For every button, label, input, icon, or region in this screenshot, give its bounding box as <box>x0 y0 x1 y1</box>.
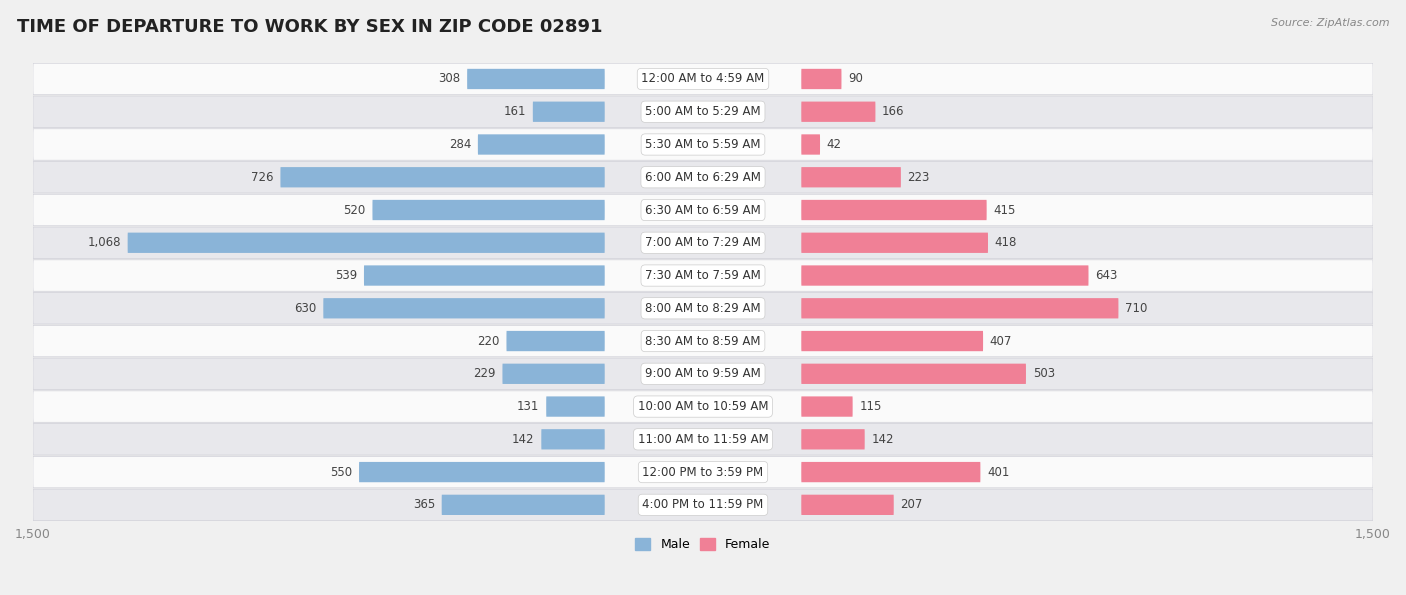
Text: 42: 42 <box>827 138 842 151</box>
Text: 4:00 PM to 11:59 PM: 4:00 PM to 11:59 PM <box>643 499 763 511</box>
Text: 10:00 AM to 10:59 AM: 10:00 AM to 10:59 AM <box>638 400 768 413</box>
FancyBboxPatch shape <box>801 331 983 351</box>
Text: 503: 503 <box>1032 367 1054 380</box>
Text: 539: 539 <box>335 269 357 282</box>
Text: 550: 550 <box>330 465 353 478</box>
FancyBboxPatch shape <box>801 265 1088 286</box>
FancyBboxPatch shape <box>801 364 1026 384</box>
Legend: Male, Female: Male, Female <box>630 533 776 556</box>
FancyBboxPatch shape <box>801 200 987 220</box>
FancyBboxPatch shape <box>364 265 605 286</box>
FancyBboxPatch shape <box>801 167 901 187</box>
FancyBboxPatch shape <box>32 391 1374 422</box>
FancyBboxPatch shape <box>801 233 988 253</box>
Text: 229: 229 <box>474 367 496 380</box>
FancyBboxPatch shape <box>32 489 1374 521</box>
Text: 166: 166 <box>882 105 904 118</box>
FancyBboxPatch shape <box>32 424 1374 455</box>
FancyBboxPatch shape <box>801 462 980 482</box>
FancyBboxPatch shape <box>801 69 841 89</box>
Text: 12:00 AM to 4:59 AM: 12:00 AM to 4:59 AM <box>641 73 765 86</box>
Text: 6:30 AM to 6:59 AM: 6:30 AM to 6:59 AM <box>645 203 761 217</box>
FancyBboxPatch shape <box>373 200 605 220</box>
Text: 643: 643 <box>1095 269 1118 282</box>
Text: 308: 308 <box>439 73 460 86</box>
FancyBboxPatch shape <box>128 233 605 253</box>
Text: 6:00 AM to 6:29 AM: 6:00 AM to 6:29 AM <box>645 171 761 184</box>
FancyBboxPatch shape <box>32 325 1374 357</box>
Text: 223: 223 <box>908 171 929 184</box>
FancyBboxPatch shape <box>801 396 852 416</box>
FancyBboxPatch shape <box>32 260 1374 292</box>
Text: 5:00 AM to 5:29 AM: 5:00 AM to 5:29 AM <box>645 105 761 118</box>
Text: 415: 415 <box>994 203 1015 217</box>
FancyBboxPatch shape <box>467 69 605 89</box>
FancyBboxPatch shape <box>32 63 1374 95</box>
Text: 142: 142 <box>872 433 894 446</box>
Text: 5:30 AM to 5:59 AM: 5:30 AM to 5:59 AM <box>645 138 761 151</box>
FancyBboxPatch shape <box>32 456 1374 488</box>
FancyBboxPatch shape <box>801 298 1118 318</box>
Text: 710: 710 <box>1125 302 1147 315</box>
FancyBboxPatch shape <box>801 102 876 122</box>
Text: 90: 90 <box>848 73 863 86</box>
FancyBboxPatch shape <box>502 364 605 384</box>
Text: 520: 520 <box>343 203 366 217</box>
FancyBboxPatch shape <box>32 293 1374 324</box>
Text: 207: 207 <box>900 499 922 511</box>
FancyBboxPatch shape <box>801 134 820 155</box>
FancyBboxPatch shape <box>359 462 605 482</box>
FancyBboxPatch shape <box>541 429 605 449</box>
Text: 365: 365 <box>413 499 434 511</box>
Text: 8:30 AM to 8:59 AM: 8:30 AM to 8:59 AM <box>645 334 761 347</box>
FancyBboxPatch shape <box>441 494 605 515</box>
Text: 726: 726 <box>252 171 274 184</box>
Text: 8:00 AM to 8:29 AM: 8:00 AM to 8:29 AM <box>645 302 761 315</box>
Text: 131: 131 <box>517 400 540 413</box>
Text: 115: 115 <box>859 400 882 413</box>
Text: 11:00 AM to 11:59 AM: 11:00 AM to 11:59 AM <box>638 433 768 446</box>
Text: 1,068: 1,068 <box>87 236 121 249</box>
FancyBboxPatch shape <box>32 195 1374 226</box>
FancyBboxPatch shape <box>546 396 605 416</box>
FancyBboxPatch shape <box>32 129 1374 160</box>
FancyBboxPatch shape <box>32 227 1374 258</box>
Text: 7:30 AM to 7:59 AM: 7:30 AM to 7:59 AM <box>645 269 761 282</box>
Text: 7:00 AM to 7:29 AM: 7:00 AM to 7:29 AM <box>645 236 761 249</box>
FancyBboxPatch shape <box>280 167 605 187</box>
FancyBboxPatch shape <box>323 298 605 318</box>
Text: 142: 142 <box>512 433 534 446</box>
FancyBboxPatch shape <box>801 494 894 515</box>
FancyBboxPatch shape <box>478 134 605 155</box>
FancyBboxPatch shape <box>32 161 1374 193</box>
FancyBboxPatch shape <box>801 429 865 449</box>
Text: 630: 630 <box>294 302 316 315</box>
Text: 407: 407 <box>990 334 1012 347</box>
Text: 161: 161 <box>503 105 526 118</box>
Text: 12:00 PM to 3:59 PM: 12:00 PM to 3:59 PM <box>643 465 763 478</box>
FancyBboxPatch shape <box>506 331 605 351</box>
Text: 284: 284 <box>449 138 471 151</box>
Text: 418: 418 <box>994 236 1017 249</box>
FancyBboxPatch shape <box>32 96 1374 127</box>
FancyBboxPatch shape <box>533 102 605 122</box>
Text: 401: 401 <box>987 465 1010 478</box>
Text: 220: 220 <box>478 334 499 347</box>
Text: TIME OF DEPARTURE TO WORK BY SEX IN ZIP CODE 02891: TIME OF DEPARTURE TO WORK BY SEX IN ZIP … <box>17 18 602 36</box>
Text: Source: ZipAtlas.com: Source: ZipAtlas.com <box>1271 18 1389 28</box>
Text: 9:00 AM to 9:59 AM: 9:00 AM to 9:59 AM <box>645 367 761 380</box>
FancyBboxPatch shape <box>32 358 1374 390</box>
